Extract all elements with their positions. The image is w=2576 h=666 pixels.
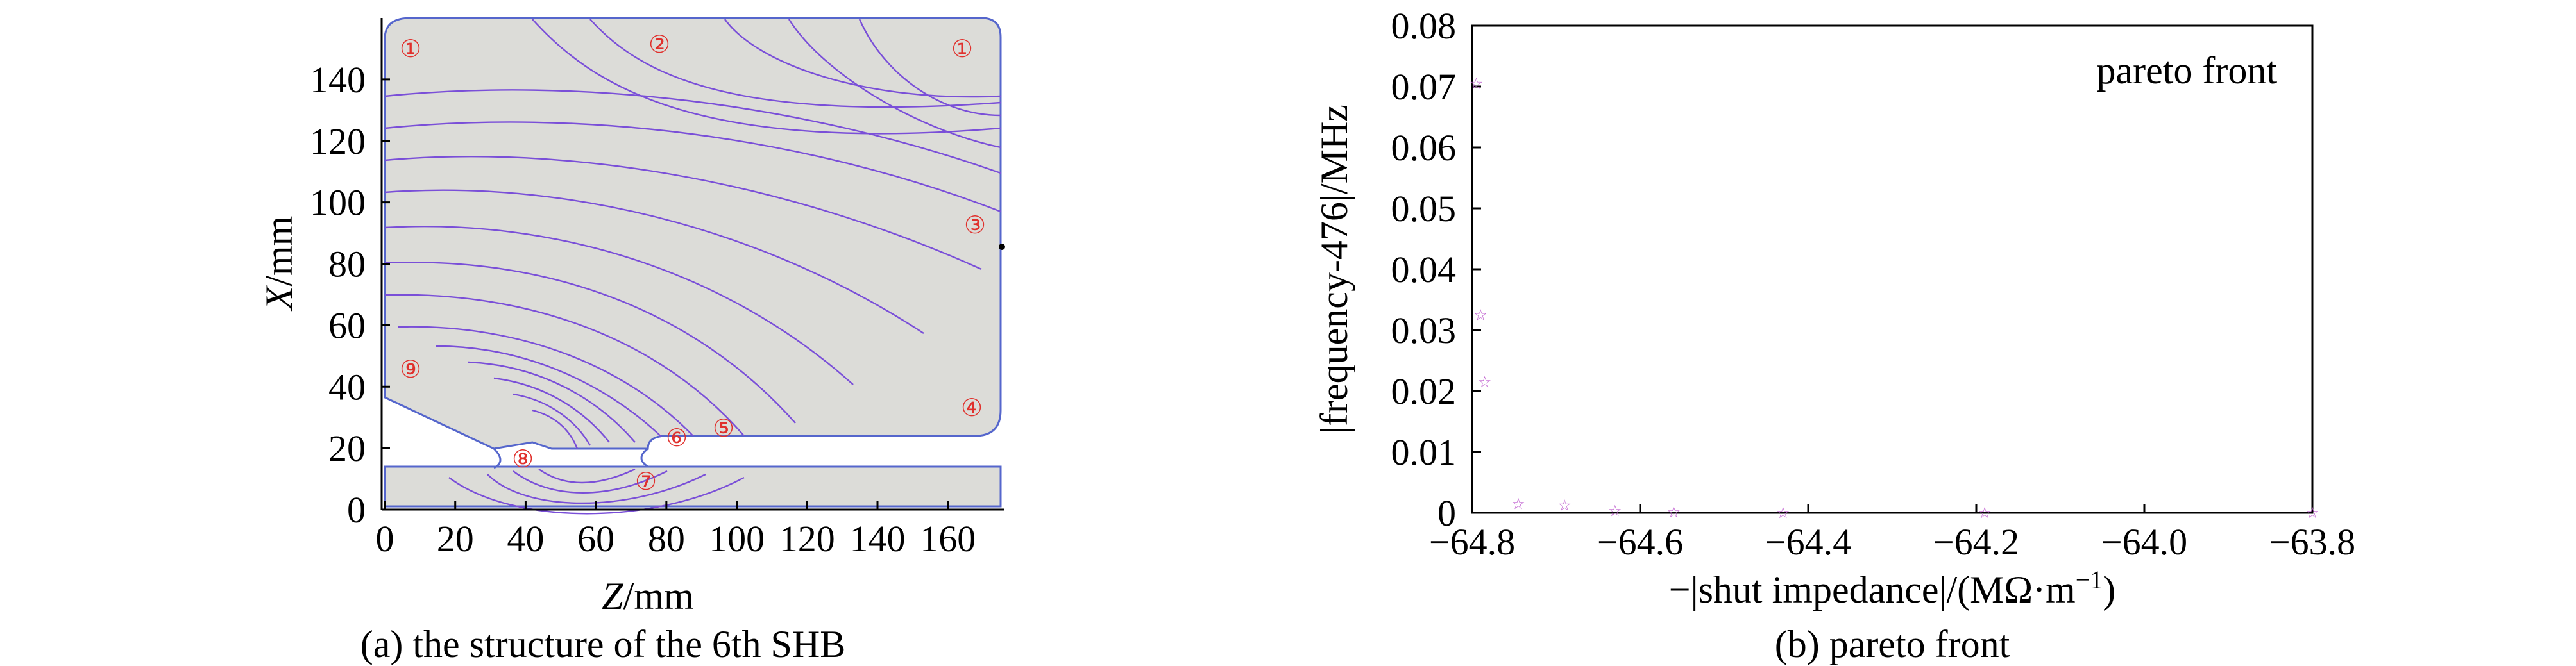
contour-line xyxy=(493,377,610,443)
x-tick-label: 20 xyxy=(437,518,474,560)
legend-label: pareto front xyxy=(2096,49,2277,92)
y-tick-label: 120 xyxy=(310,121,366,162)
contour-line xyxy=(385,262,796,424)
region-label: ⑦ xyxy=(635,469,657,495)
x-tick-label: 0 xyxy=(376,518,394,560)
x-axis-title: Z/mm xyxy=(602,575,693,617)
y-tick-label: 0.08 xyxy=(1391,5,1457,47)
region-label: ① xyxy=(951,36,973,63)
y-axis-title: |frequency-476|/MHz xyxy=(1313,104,1355,434)
panel-a-structure: ① ② ① ③ ④ ⑤⑥⑦ ⑧ ⑨ 0 20 40 60 80 100 120 140 160 0 20 40 60… xyxy=(258,17,1005,665)
contour-line xyxy=(724,19,1001,98)
beam-pipe-region xyxy=(384,465,1002,508)
contour-line xyxy=(788,19,1001,149)
y-tick-label: 0.03 xyxy=(1391,310,1457,351)
x-tick-label: −64.4 xyxy=(1765,521,1851,563)
x-ticks: −64.8 −64.6 −64.4 −64.2 −64.0 −63.8 xyxy=(1429,504,2355,563)
x-tick-label: 80 xyxy=(648,518,685,560)
cavity-region xyxy=(384,17,1002,450)
data-point: ☆ xyxy=(1478,373,1492,391)
data-point: ☆ xyxy=(1557,497,1572,515)
data-point: ☆ xyxy=(1608,502,1622,520)
data-point: ☆ xyxy=(1511,495,1525,513)
region-label: ⑨ xyxy=(400,356,421,383)
x-tick-label: 160 xyxy=(920,518,976,560)
contour-line xyxy=(858,19,1001,117)
region-label: ② xyxy=(648,31,670,58)
contour-line xyxy=(385,226,854,385)
y-tick-label: 60 xyxy=(328,304,366,346)
x-tick-label: −64.6 xyxy=(1597,521,1683,563)
region-labels: ① ② ① ③ ④ ⑤⑥⑦ ⑧ ⑨ xyxy=(400,31,986,495)
contour-line xyxy=(436,345,668,443)
y-tick-label: 0.06 xyxy=(1391,127,1457,169)
y-tick-label: 0.07 xyxy=(1391,66,1457,108)
y-tick-label: 20 xyxy=(328,428,366,469)
region-label: ④ xyxy=(961,395,983,422)
field-contours xyxy=(385,19,1001,449)
y-ticks: 0 20 40 60 80 100 120 140 xyxy=(310,59,390,531)
contour-line xyxy=(538,468,636,484)
y-ticks: 0 0.01 0.02 0.03 0.04 0.05 0.06 0.07 0.08 xyxy=(1391,5,1481,534)
y-tick-label: 140 xyxy=(310,59,366,101)
contour-line xyxy=(589,19,1001,108)
contour-line xyxy=(468,361,636,443)
plot-frame xyxy=(1471,24,2314,514)
region-label: ⑥ xyxy=(666,425,688,452)
region-label: ⑧ xyxy=(512,446,534,473)
data-point: ☆ xyxy=(1978,504,1992,522)
region-label: ⑤ xyxy=(713,415,734,442)
y-tick-label: 0.04 xyxy=(1391,249,1457,290)
x-tick-label: −63.8 xyxy=(2269,521,2355,563)
data-point: ☆ xyxy=(1667,503,1681,521)
contour-line xyxy=(385,189,924,335)
nose-tip-right xyxy=(640,447,648,468)
y-tick-label: 0.02 xyxy=(1391,370,1457,412)
y-tick-label: 100 xyxy=(310,182,366,224)
y-tick-label: 40 xyxy=(328,366,366,408)
region-label: ① xyxy=(400,36,421,63)
panel-b-caption: (b) pareto front xyxy=(1775,623,2010,665)
x-tick-label: 40 xyxy=(507,518,544,560)
y-tick-label: 0.01 xyxy=(1391,431,1457,473)
data-point: ☆ xyxy=(1776,504,1790,522)
x-tick-label: 120 xyxy=(779,518,835,560)
contour-line xyxy=(532,19,1001,135)
x-ticks: 0 20 40 60 80 100 120 140 160 xyxy=(376,501,976,560)
y-tick-label: 80 xyxy=(328,244,366,285)
x-tick-label: 100 xyxy=(709,518,765,560)
contour-line xyxy=(385,121,1001,213)
data-points: ☆ ☆ ☆ ☆ ☆ ☆ ☆ ☆ ☆ ☆ xyxy=(1470,74,2319,522)
contour-line xyxy=(513,470,668,494)
data-point: ☆ xyxy=(1470,74,1484,92)
contour-line xyxy=(513,393,591,446)
contour-line xyxy=(385,89,1001,174)
x-tick-label: 140 xyxy=(850,518,906,560)
contour-line xyxy=(385,294,745,437)
data-point: ☆ xyxy=(1473,306,1487,324)
y-tick-label: 0 xyxy=(1437,492,1456,534)
y-tick-label: 0 xyxy=(347,489,366,531)
contour-line xyxy=(397,326,700,443)
contour-line xyxy=(448,476,745,515)
contour-line xyxy=(385,155,982,271)
panel-b-pareto: −64.8 −64.6 −64.4 −64.2 −64.0 −63.8 0 0.01 0.02… xyxy=(1313,5,2355,665)
x-tick-label: −64.2 xyxy=(1933,521,2019,563)
beam-pipe-contours xyxy=(448,468,745,515)
x-tick-label: −64.8 xyxy=(1429,521,1515,563)
nose-tip xyxy=(493,447,502,469)
region-label: ③ xyxy=(964,212,986,239)
y-tick-label: 0.05 xyxy=(1391,188,1457,229)
probe-point xyxy=(999,244,1005,250)
contour-line xyxy=(487,473,706,504)
panel-a-caption: (a) the structure of the 6th SHB xyxy=(360,623,845,665)
contour-line xyxy=(532,409,579,449)
data-point: ☆ xyxy=(2305,504,2319,522)
x-tick-label: −64.0 xyxy=(2101,521,2187,563)
x-tick-label: 60 xyxy=(577,518,614,560)
y-axis-title: X/mm xyxy=(258,216,300,312)
x-axis-title: −|shut impedance|/(MΩ·m−1) xyxy=(1669,565,2116,612)
